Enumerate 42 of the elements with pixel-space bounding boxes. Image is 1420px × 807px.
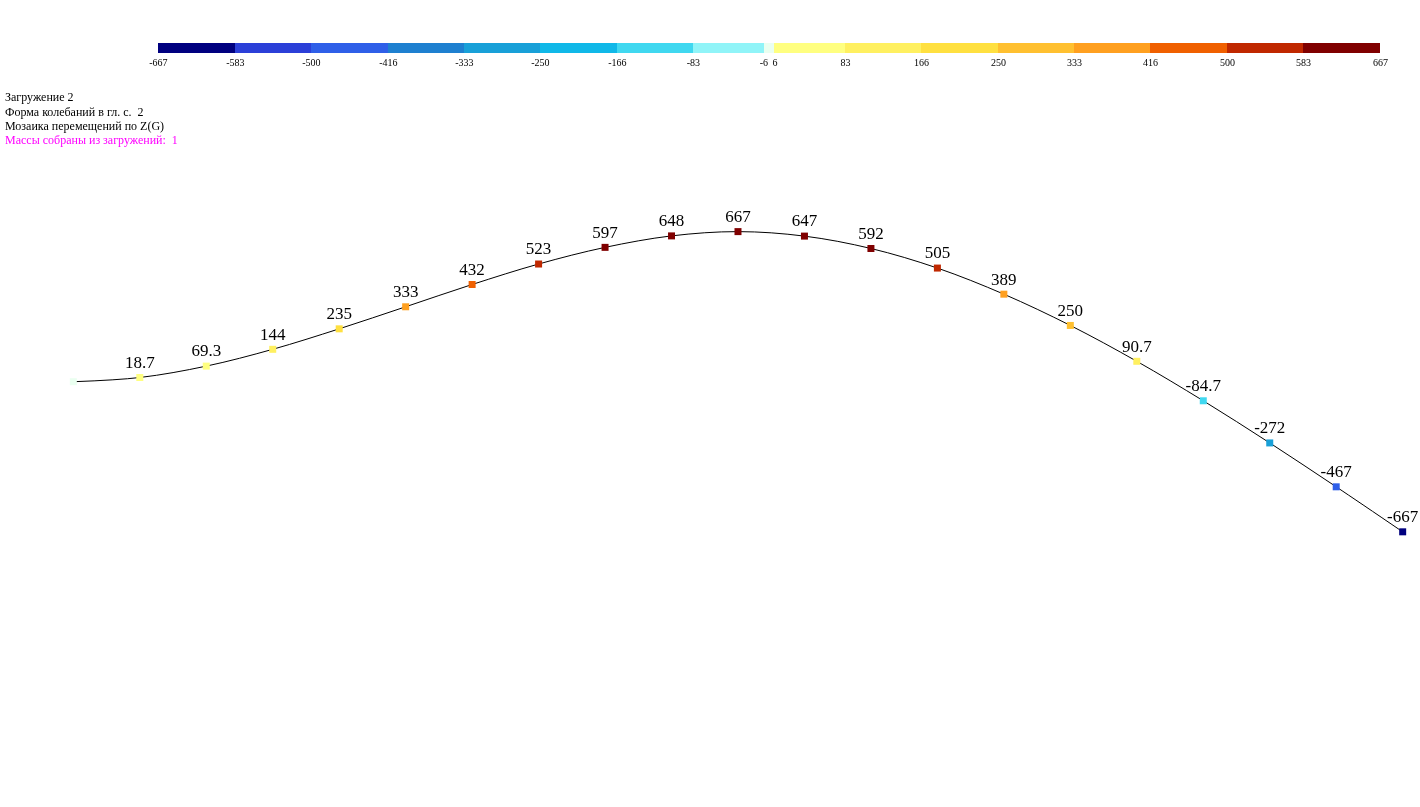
data-label: 523 bbox=[525, 239, 552, 259]
data-label: 432 bbox=[459, 259, 485, 279]
data-label: 597 bbox=[592, 222, 619, 242]
color-bar-label: 250 bbox=[990, 56, 1006, 68]
color-bar-label: 416 bbox=[1142, 56, 1158, 68]
color-bar-label: 583 bbox=[1295, 56, 1311, 68]
text: Мозаика перемещений по Z(G) bbox=[5, 119, 165, 133]
chart-title: Загружение 2 bbox=[5, 90, 74, 104]
data-label: 144 bbox=[259, 324, 286, 344]
color-bar-label: 667 bbox=[1372, 56, 1388, 68]
color-bar-label: -250 bbox=[531, 56, 550, 68]
chart-subtitle: Форма колебаний в гл. с. 2 bbox=[5, 105, 144, 119]
data-label: 667 bbox=[725, 206, 752, 226]
color-bar-label: -416 bbox=[379, 56, 398, 68]
color-bar-label: -667 bbox=[149, 56, 168, 68]
color-bar-label: 333 bbox=[1066, 56, 1082, 68]
data-label: 333 bbox=[392, 282, 419, 302]
data-label: 648 bbox=[658, 211, 685, 231]
data-label: 505 bbox=[924, 243, 951, 263]
data-label: -272 bbox=[1254, 418, 1286, 438]
color-bar-label: -6 bbox=[759, 56, 769, 68]
color-bar-label: 83 bbox=[840, 56, 851, 68]
color-bar-label: -583 bbox=[226, 56, 245, 68]
data-label: 18.7 bbox=[124, 352, 156, 372]
color-bar-label: 6 bbox=[772, 56, 778, 68]
data-label: -84.7 bbox=[1185, 376, 1222, 396]
data-label: -467 bbox=[1320, 462, 1353, 482]
data-label: 647 bbox=[791, 211, 818, 231]
data-label: 235 bbox=[326, 304, 352, 324]
color-bar-label: 166 bbox=[913, 56, 929, 68]
data-label: 69.3 bbox=[191, 341, 222, 361]
color-bar-label: -83 bbox=[686, 56, 701, 68]
color-bar-label: -333 bbox=[455, 56, 474, 68]
text: Массы собраны из загружений: 1 bbox=[5, 133, 178, 147]
data-label: 389 bbox=[991, 269, 1017, 289]
data-label: 90.7 bbox=[1121, 336, 1153, 356]
data-label: 592 bbox=[858, 223, 884, 243]
data-label: -667 bbox=[1387, 507, 1419, 527]
data-label: 250 bbox=[1057, 300, 1084, 320]
color-bar-label: -500 bbox=[302, 56, 321, 68]
color-bar-label: -166 bbox=[608, 56, 627, 68]
color-bar-label: 500 bbox=[1219, 56, 1235, 68]
